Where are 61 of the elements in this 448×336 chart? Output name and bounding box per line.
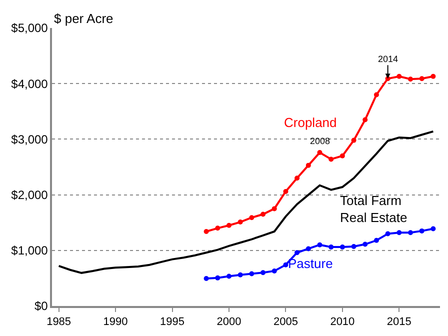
point bbox=[306, 246, 311, 252]
line-series bbox=[58, 130, 434, 274]
x-tick-label: 1985 bbox=[46, 316, 72, 328]
point bbox=[238, 220, 243, 225]
x-tick-label: 2015 bbox=[386, 316, 412, 328]
point bbox=[215, 226, 220, 231]
point bbox=[408, 230, 413, 236]
point bbox=[328, 244, 334, 250]
point bbox=[260, 270, 266, 276]
annotation: 2014 bbox=[378, 54, 398, 64]
point bbox=[226, 274, 232, 279]
x-tick-label: 1995 bbox=[160, 316, 184, 328]
y-tick-label: $5,000 bbox=[11, 21, 48, 36]
point bbox=[283, 188, 288, 194]
series-label: Pasture bbox=[288, 256, 333, 271]
point bbox=[385, 231, 390, 236]
point bbox=[238, 272, 243, 278]
point bbox=[283, 262, 288, 268]
series-label: Cropland bbox=[284, 115, 337, 130]
y-tick-label: $0 bbox=[34, 299, 48, 314]
point bbox=[396, 230, 402, 236]
point bbox=[408, 76, 413, 82]
point bbox=[226, 222, 232, 228]
point bbox=[272, 206, 277, 212]
x-tick-label: 2010 bbox=[330, 316, 355, 328]
y-axis-title: $ per Acre bbox=[54, 11, 114, 26]
point bbox=[340, 153, 345, 158]
series-label: Total Farm Real Estate bbox=[340, 193, 408, 225]
point bbox=[249, 271, 254, 276]
point bbox=[340, 244, 345, 250]
point bbox=[374, 92, 379, 98]
x-tick-label: 2005 bbox=[273, 316, 298, 328]
point bbox=[294, 250, 300, 256]
point bbox=[351, 244, 356, 250]
point bbox=[328, 156, 334, 162]
point bbox=[362, 242, 368, 247]
y-tick-label: $3,000 bbox=[11, 132, 48, 146]
x-tick-label: 2000 bbox=[216, 316, 242, 328]
point bbox=[317, 150, 322, 156]
point bbox=[317, 242, 322, 248]
point bbox=[249, 215, 254, 220]
point bbox=[362, 117, 368, 122]
point bbox=[430, 74, 436, 79]
point bbox=[430, 226, 436, 232]
point bbox=[374, 238, 379, 243]
point bbox=[272, 268, 277, 274]
x-tick-label: 1990 bbox=[103, 316, 128, 328]
point bbox=[294, 176, 300, 181]
point bbox=[215, 275, 220, 280]
point bbox=[351, 138, 356, 143]
point bbox=[260, 212, 266, 217]
point bbox=[419, 76, 424, 82]
point bbox=[419, 228, 424, 234]
y-tick-label: $2,000 bbox=[11, 188, 48, 202]
point bbox=[396, 74, 402, 79]
annotation: 2008 bbox=[310, 136, 330, 146]
y-tick-label: $1,000 bbox=[11, 244, 48, 258]
point bbox=[204, 229, 209, 234]
y-tick-label: $4,000 bbox=[11, 76, 48, 91]
point bbox=[306, 162, 311, 168]
point bbox=[204, 276, 209, 281]
